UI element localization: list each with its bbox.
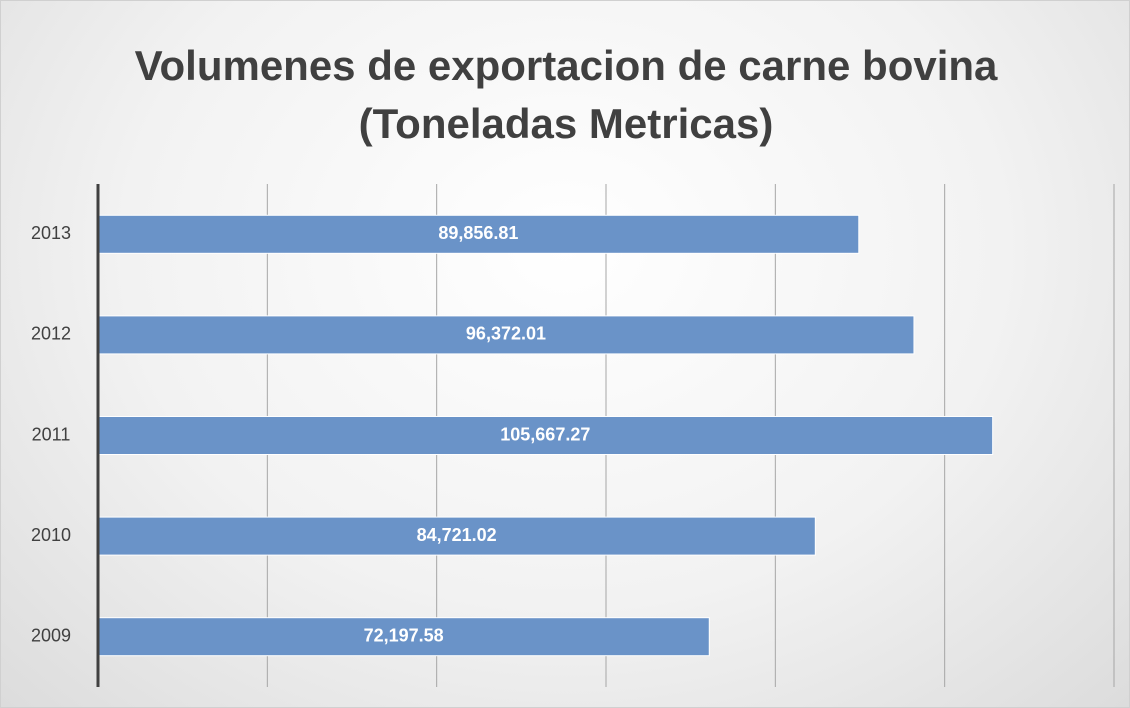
y-tick-label: 2013 [31, 223, 71, 243]
data-label: 72,197.58 [364, 625, 444, 645]
chart-title: Volumenes de exportacion de carne bovina… [134, 42, 998, 147]
bar [97, 315, 915, 355]
data-label: 84,721.02 [417, 525, 497, 545]
bar [97, 617, 710, 657]
data-label: 96,372.01 [466, 324, 546, 344]
data-label: 89,856.81 [438, 223, 518, 243]
y-tick-label: 2011 [32, 424, 71, 444]
bar [97, 416, 994, 455]
bar [97, 516, 816, 556]
y-tick-label: 2010 [31, 525, 71, 545]
y-tick-label: 2009 [31, 625, 71, 645]
data-label: 105,667.27 [500, 424, 590, 444]
y-tick-label: 2012 [31, 324, 71, 344]
